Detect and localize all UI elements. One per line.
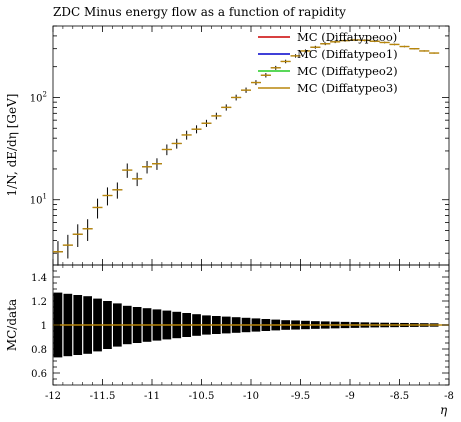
main-y-tick-label: 102	[30, 90, 47, 104]
x-tick-label: -10.5	[189, 391, 215, 402]
ratio-axis-ticks	[52, 264, 450, 386]
chart-title: ZDC Minus energy flow as a function of r…	[53, 5, 346, 19]
data-point	[419, 50, 430, 52]
x-tick-label: -9.5	[291, 391, 310, 402]
data-point	[300, 49, 311, 53]
main-panel: 101 102 1/N, dE/dη [GeV] MC (Diffatypeoo)…	[5, 25, 450, 266]
ratio-y-tick-label: 0.8	[31, 345, 47, 356]
data-point	[72, 224, 83, 247]
data-point	[112, 182, 123, 199]
data-point	[379, 41, 390, 44]
x-tick-label: -9	[345, 391, 355, 402]
x-axis-label: η	[440, 403, 448, 417]
data-point	[181, 130, 192, 140]
main-y-tick-labels: 101 102	[30, 90, 47, 206]
data-point	[201, 119, 212, 127]
main-plot-frame	[52, 25, 450, 266]
data-point	[429, 52, 440, 54]
legend: MC (Diffatypeoo) MC (Diffatypeo1) MC (Diff…	[258, 30, 398, 95]
data-point	[152, 158, 162, 170]
data-point	[260, 73, 271, 78]
data-point	[389, 43, 400, 46]
data-point	[330, 40, 341, 44]
ratio-y-tick-label: 0.6	[31, 369, 47, 380]
data-point	[399, 45, 410, 48]
data-point	[270, 65, 281, 70]
x-tick-label: -12	[45, 391, 61, 402]
ratio-y-tick-label: 1	[41, 321, 47, 332]
ratio-y-tick-labels: 0.6 0.8 1 1.2 1.4	[31, 273, 47, 380]
data-point	[231, 94, 242, 101]
x-tick-label: -11.5	[90, 391, 116, 402]
data-point	[359, 39, 370, 42]
legend-entry-label: MC (Diffatypeo2)	[297, 64, 398, 78]
data-point	[62, 234, 73, 259]
x-tick-label: -11	[144, 391, 160, 402]
ratio-y-axis-label: MC/data	[5, 299, 19, 351]
data-point	[142, 160, 152, 174]
data-points	[53, 38, 440, 266]
data-point	[251, 80, 261, 86]
data-point	[92, 198, 103, 219]
data-point	[191, 125, 202, 134]
x-tick-label: -8.5	[390, 391, 409, 402]
data-point	[369, 40, 380, 43]
data-point	[132, 172, 143, 187]
x-tick-label: -10	[243, 391, 259, 402]
data-point	[82, 219, 93, 241]
ratio-panel: 0.6 0.8 1 1.2 1.4 MC/data	[5, 264, 450, 386]
ratio-y-tick-label: 1.4	[31, 273, 47, 284]
main-y-axis-label: 1/N, dE/dη [GeV]	[5, 94, 19, 197]
main-axis-ticks	[52, 25, 450, 265]
x-tick-label: -8	[444, 391, 454, 402]
legend-entry-label: MC (Diffatypeoo)	[297, 30, 397, 44]
ratio-y-tick-label: 1.2	[31, 297, 47, 308]
data-point	[350, 38, 360, 42]
data-point	[280, 59, 291, 64]
data-point	[102, 187, 113, 206]
data-point	[409, 47, 420, 50]
data-point	[171, 138, 182, 149]
data-point	[221, 104, 232, 111]
data-point	[211, 112, 222, 120]
data-point	[161, 144, 172, 156]
data-point	[53, 241, 63, 266]
data-point	[290, 54, 301, 58]
x-tick-labels: -12 -11.5 -11 -10.5 -10 -9.5 -9 -8.5 -8	[45, 391, 454, 402]
data-point	[241, 87, 251, 93]
data-point	[320, 42, 331, 46]
main-y-tick-label: 101	[30, 193, 47, 207]
legend-entry-label: MC (Diffatypeo3)	[297, 81, 398, 95]
data-point	[340, 39, 350, 42]
legend-entry-label: MC (Diffatypeo1)	[297, 47, 398, 61]
data-point	[122, 163, 133, 178]
data-point	[310, 45, 321, 49]
